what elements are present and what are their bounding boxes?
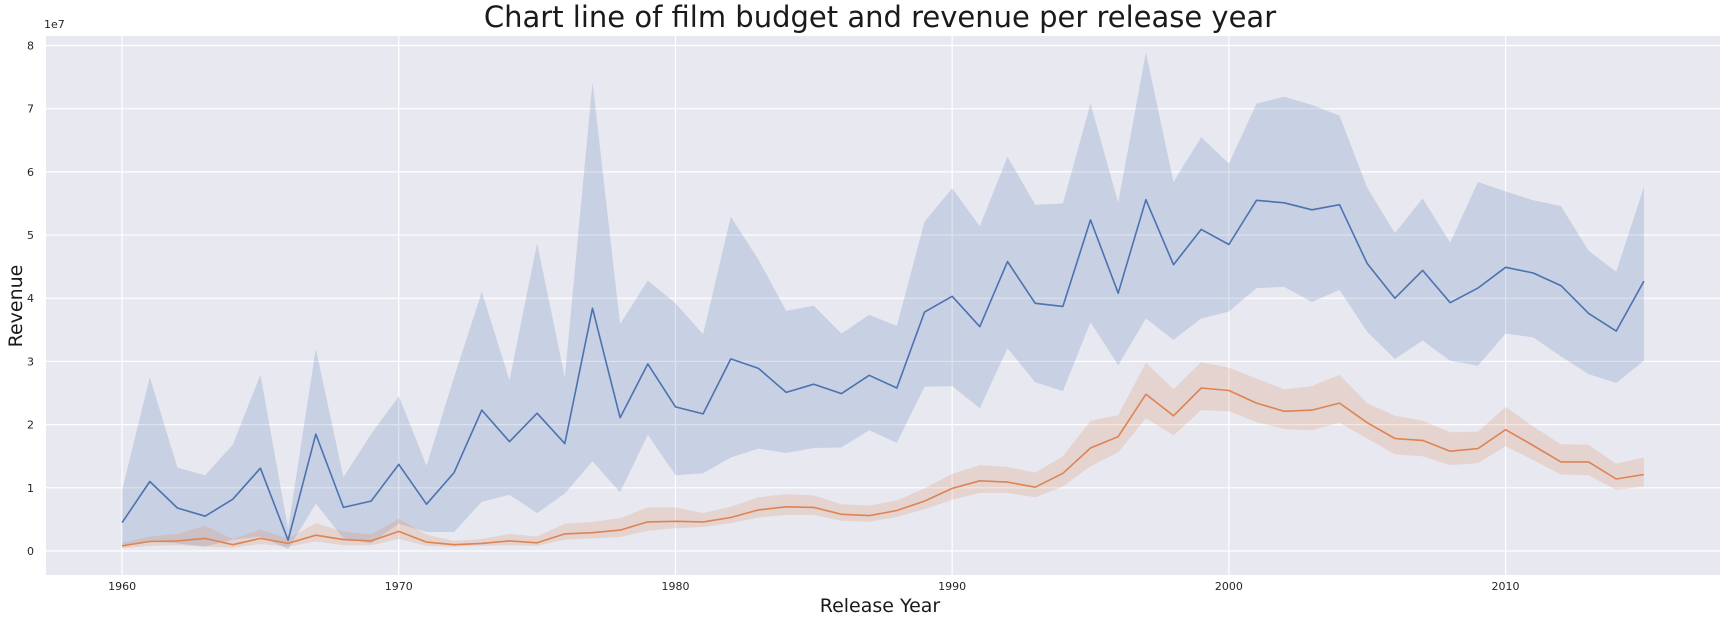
confidence-band-series-2	[122, 362, 1644, 549]
y-tick-label: 4	[27, 292, 34, 305]
y-tick-label: 1	[27, 482, 34, 495]
confidence-band-series-1	[122, 52, 1644, 550]
chart-title: Chart line of film budget and revenue pe…	[484, 0, 1276, 34]
x-tick-label: 2000	[1215, 580, 1243, 593]
x-tick-label: 1960	[108, 580, 136, 593]
plot-area	[46, 36, 1720, 575]
series-line-2	[121, 387, 1645, 547]
y-axis-label: Revenue	[5, 265, 27, 348]
y-axis-ticks: 0 1 2 3 4 5 6 7 8	[27, 39, 34, 558]
y-tick-label: 6	[27, 166, 34, 179]
series-lines	[121, 198, 1645, 547]
x-axis-label: Release Year	[820, 595, 941, 617]
gridlines	[46, 36, 1720, 575]
y-tick-label: 2	[27, 419, 34, 432]
y-tick-label: 7	[27, 103, 34, 116]
y-tick-label: 5	[27, 229, 34, 242]
y-axis-offset-label: 1e7	[44, 18, 65, 31]
y-tick-label: 8	[27, 39, 34, 52]
confidence-bands	[122, 52, 1644, 550]
y-tick-label: 0	[27, 545, 34, 558]
y-tick-label: 3	[27, 355, 34, 368]
x-tick-label: 1970	[385, 580, 413, 593]
series-line-1	[121, 198, 1645, 542]
x-tick-label: 1990	[938, 580, 966, 593]
x-tick-label: 2010	[1492, 580, 1520, 593]
x-tick-label: 1980	[661, 580, 689, 593]
x-axis-ticks: 1960 1970 1980 1990 2000 2010	[108, 580, 1519, 593]
